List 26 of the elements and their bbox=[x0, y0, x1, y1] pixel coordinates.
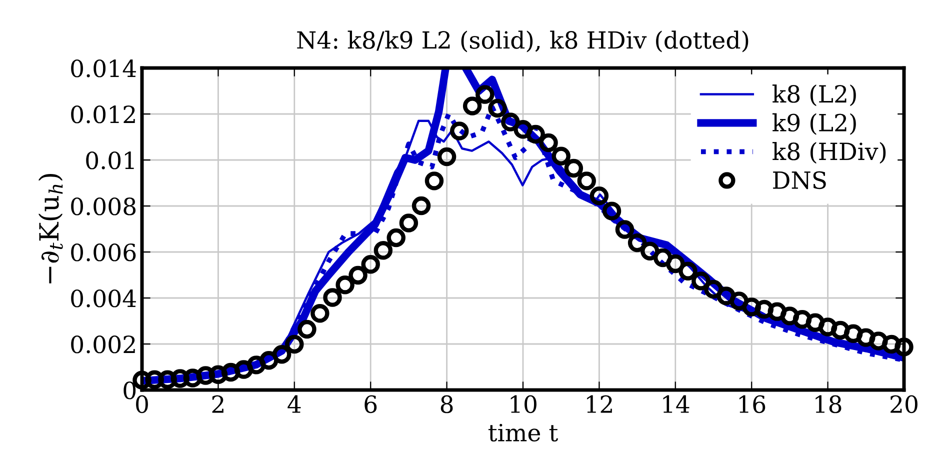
x-tick-label: 20 bbox=[890, 395, 918, 414]
y-tick-label: 0.004 bbox=[71, 289, 136, 308]
y-tick-label: 0 bbox=[124, 381, 136, 400]
y-tick-label: 0.014 bbox=[71, 59, 136, 78]
x-tick-label: 6 bbox=[364, 395, 377, 414]
legend-label: k8 (HDiv) bbox=[772, 142, 886, 164]
x-tick-label: 2 bbox=[212, 395, 224, 413]
chart-title: N4: k8/k9 L2 (solid), k8 HDiv (dotted) bbox=[297, 30, 748, 52]
legend-label: DNS bbox=[773, 171, 826, 190]
y-tick-label: 0.01 bbox=[86, 151, 134, 170]
legend-label: k9 (L2) bbox=[772, 113, 856, 135]
x-tick-label: 4 bbox=[288, 395, 301, 413]
y-tick-label: 0.012 bbox=[71, 105, 135, 124]
x-axis-title: time t bbox=[488, 424, 558, 442]
x-tick-label: 10 bbox=[510, 395, 536, 414]
y-tick-label: 0.006 bbox=[71, 243, 136, 262]
x-tick-label: 8 bbox=[440, 395, 453, 414]
x-tick-label: 18 bbox=[816, 395, 842, 414]
x-tick-label: 16 bbox=[739, 395, 766, 414]
y-tick-label: 0.008 bbox=[71, 197, 136, 216]
x-tick-label: 14 bbox=[663, 395, 690, 413]
x-tick-label: 12 bbox=[587, 395, 612, 413]
y-tick-label: 0.002 bbox=[71, 335, 135, 354]
y-axis-title: −∂$_{t}$K(u$_{h}$) bbox=[38, 174, 63, 284]
legend-label: k8 (L2) bbox=[772, 84, 856, 106]
x-tick-label: 0 bbox=[136, 395, 148, 414]
